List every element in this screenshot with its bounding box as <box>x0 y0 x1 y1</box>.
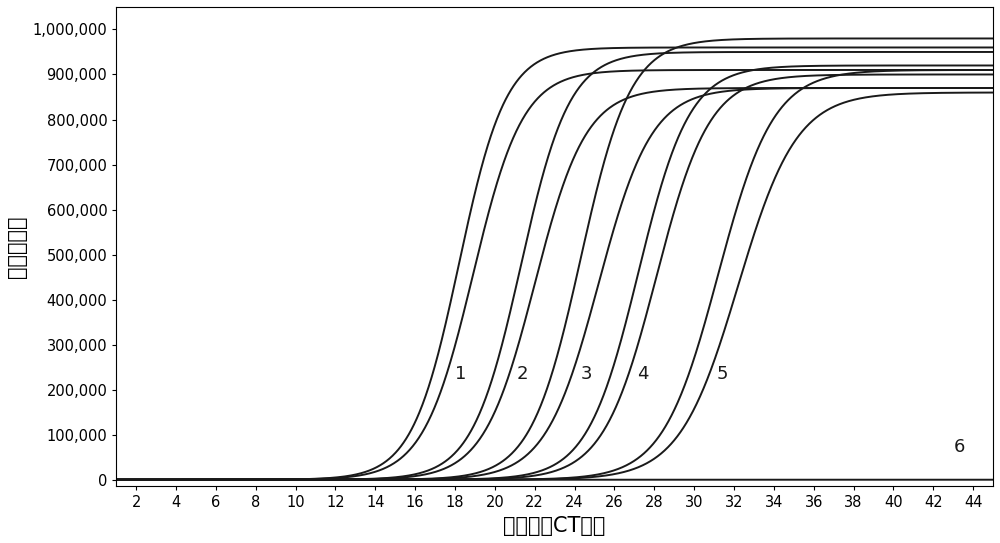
Text: 4: 4 <box>637 365 648 383</box>
Text: 6: 6 <box>953 438 965 456</box>
Text: 5: 5 <box>716 365 728 383</box>
X-axis label: 循环数（CT値）: 循环数（CT値） <box>503 516 606 536</box>
Y-axis label: 荧光値差値: 荧光値差値 <box>7 216 27 278</box>
Text: 3: 3 <box>581 365 592 383</box>
Text: 1: 1 <box>455 365 467 383</box>
Text: 2: 2 <box>517 365 529 383</box>
